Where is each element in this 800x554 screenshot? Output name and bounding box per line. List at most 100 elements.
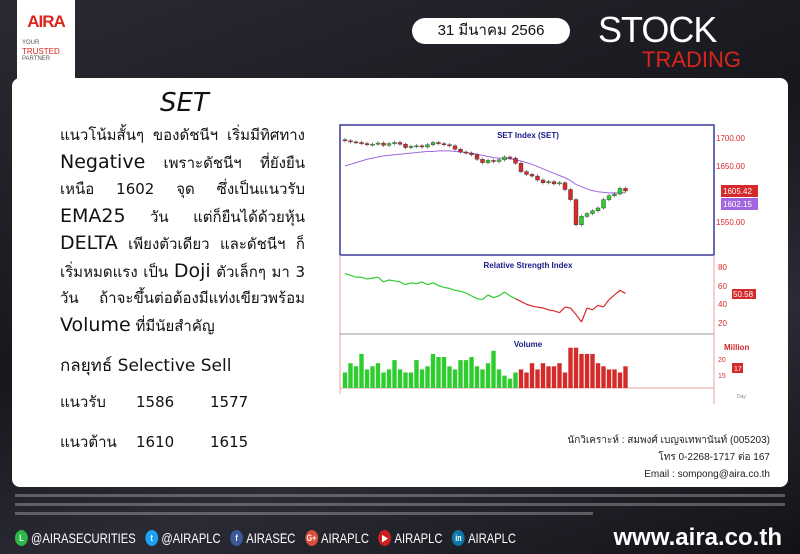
rsi-segment: [366, 277, 373, 280]
rsi-segment: [476, 298, 483, 301]
volume-bar: [463, 360, 469, 388]
logo-brand: AIRA: [27, 12, 66, 31]
volume-bar: [436, 357, 441, 388]
website-link[interactable]: www.aira.co.th: [613, 524, 782, 551]
volume-bar: [617, 372, 623, 388]
social-link[interactable]: ▶ AIRAPLC: [378, 530, 443, 546]
rsi-segment: [504, 291, 511, 297]
price-tick: 1700.00: [716, 134, 745, 143]
volume-bar: [447, 366, 452, 388]
volume-bar: [364, 369, 370, 388]
analyst-name: นักวิเคราะห์ : สมพงศ์ เบญจเทพานันท์ (005…: [567, 435, 770, 446]
volume-bar: [551, 366, 557, 388]
analyst-phone: โทร 0-2268-1717 ต่อ 167: [658, 452, 770, 463]
volume-bar: [568, 347, 573, 388]
rsi-segment: [580, 307, 588, 323]
rsi-segment: [586, 307, 593, 311]
candle: [491, 160, 496, 162]
candle: [392, 142, 397, 144]
rsi-segment: [597, 304, 604, 308]
rsi-segment: [421, 281, 428, 286]
stock-heading: STOCK: [598, 9, 717, 50]
volume-bar: [540, 363, 546, 388]
candle: [584, 213, 590, 217]
social-handle: @AIRAPLC: [161, 530, 221, 546]
rsi-segment: [575, 314, 582, 323]
candle: [518, 163, 524, 172]
candle: [529, 174, 535, 177]
candle: [452, 145, 458, 150]
volume-bar: [485, 363, 491, 388]
page-title: SET: [160, 88, 209, 118]
candle: [513, 157, 518, 164]
volume-bar: [392, 360, 397, 388]
candle: [419, 145, 425, 148]
support-levels: แนวรับ 1586 1577: [60, 393, 249, 411]
candle: [403, 143, 408, 148]
candle: [386, 143, 392, 146]
rsi-segment: [399, 281, 406, 286]
candle: [375, 142, 381, 145]
social-handle: AIRAPLC: [394, 530, 443, 546]
volume-bar: [562, 372, 568, 388]
social-link[interactable]: f AIRASEC: [230, 530, 295, 546]
volume-tick: 15: [718, 373, 726, 380]
volume-bar: [518, 369, 524, 388]
volume-bar: [612, 369, 617, 388]
price-title: SET Index (SET): [497, 131, 559, 140]
rsi-segment: [564, 306, 571, 309]
candle: [557, 182, 562, 185]
text-run: แนวโน้มสั้นๆ ของดัชนีฯ เริ่มมีทิศทาง: [60, 126, 305, 144]
volume-bar: [595, 363, 601, 388]
rsi-segment: [614, 289, 621, 296]
social-link[interactable]: L @AIRASECURITIES: [15, 530, 136, 546]
social-link[interactable]: t @AIRAPLC: [145, 530, 221, 546]
rsi-segment: [553, 310, 560, 314]
social-link[interactable]: G+ AIRAPLC: [305, 530, 369, 546]
rsi-segment: [388, 279, 395, 282]
volume-bar: [469, 357, 474, 388]
candle: [469, 152, 474, 156]
rsi-tick: 80: [718, 263, 727, 272]
rsi-segment: [465, 292, 472, 297]
candle: [342, 139, 348, 142]
text-run: เพราะดัชนีฯ ที่ยังยืนเหนือ 1602 จุด ซึ่ง…: [60, 153, 305, 199]
rsi-segment: [438, 285, 445, 289]
candle: [425, 144, 430, 148]
candle: [606, 195, 612, 200]
candle: [496, 159, 502, 162]
social-link[interactable]: in AIRAPLC: [452, 530, 516, 546]
volume-bar: [403, 372, 408, 388]
rsi-segment: [619, 289, 626, 294]
volume-unit: Million: [724, 343, 749, 352]
volume-bar: [430, 353, 436, 388]
volume-bar: [375, 363, 381, 388]
rsi-segment: [372, 276, 379, 279]
candle: [546, 181, 551, 184]
volume-bar: [590, 353, 595, 388]
rsi-segment: [416, 281, 423, 285]
volume-title: Volume: [514, 340, 543, 349]
volume-bar: [397, 369, 403, 388]
volume-bar: [414, 360, 419, 388]
analyst-email[interactable]: Email : sompong@aira.co.th: [644, 469, 770, 480]
disclaimer-text: [15, 494, 785, 521]
candle: [397, 142, 403, 145]
candle: [535, 175, 540, 181]
rsi-segment: [548, 309, 555, 312]
candle: [359, 142, 364, 144]
keyword: EMA25: [60, 204, 126, 227]
candle: [370, 143, 375, 146]
last-close-label: 1605.42: [723, 187, 752, 196]
rsi-segment: [383, 279, 390, 283]
rsi-tick: 20: [718, 319, 727, 328]
analysis-paragraph: แนวโน้มสั้นๆ ของดัชนีฯ เริ่มมีทิศทาง Neg…: [60, 122, 305, 339]
resistance-levels: แนวต้าน 1610 1615: [60, 433, 249, 451]
volume-bar: [353, 366, 359, 388]
candle: [617, 188, 623, 195]
candle: [381, 142, 386, 146]
rsi-segment: [344, 272, 351, 276]
twitter-icon: t: [145, 530, 159, 546]
candle: [463, 151, 469, 154]
social-handle: @AIRASECURITIES: [31, 530, 136, 546]
